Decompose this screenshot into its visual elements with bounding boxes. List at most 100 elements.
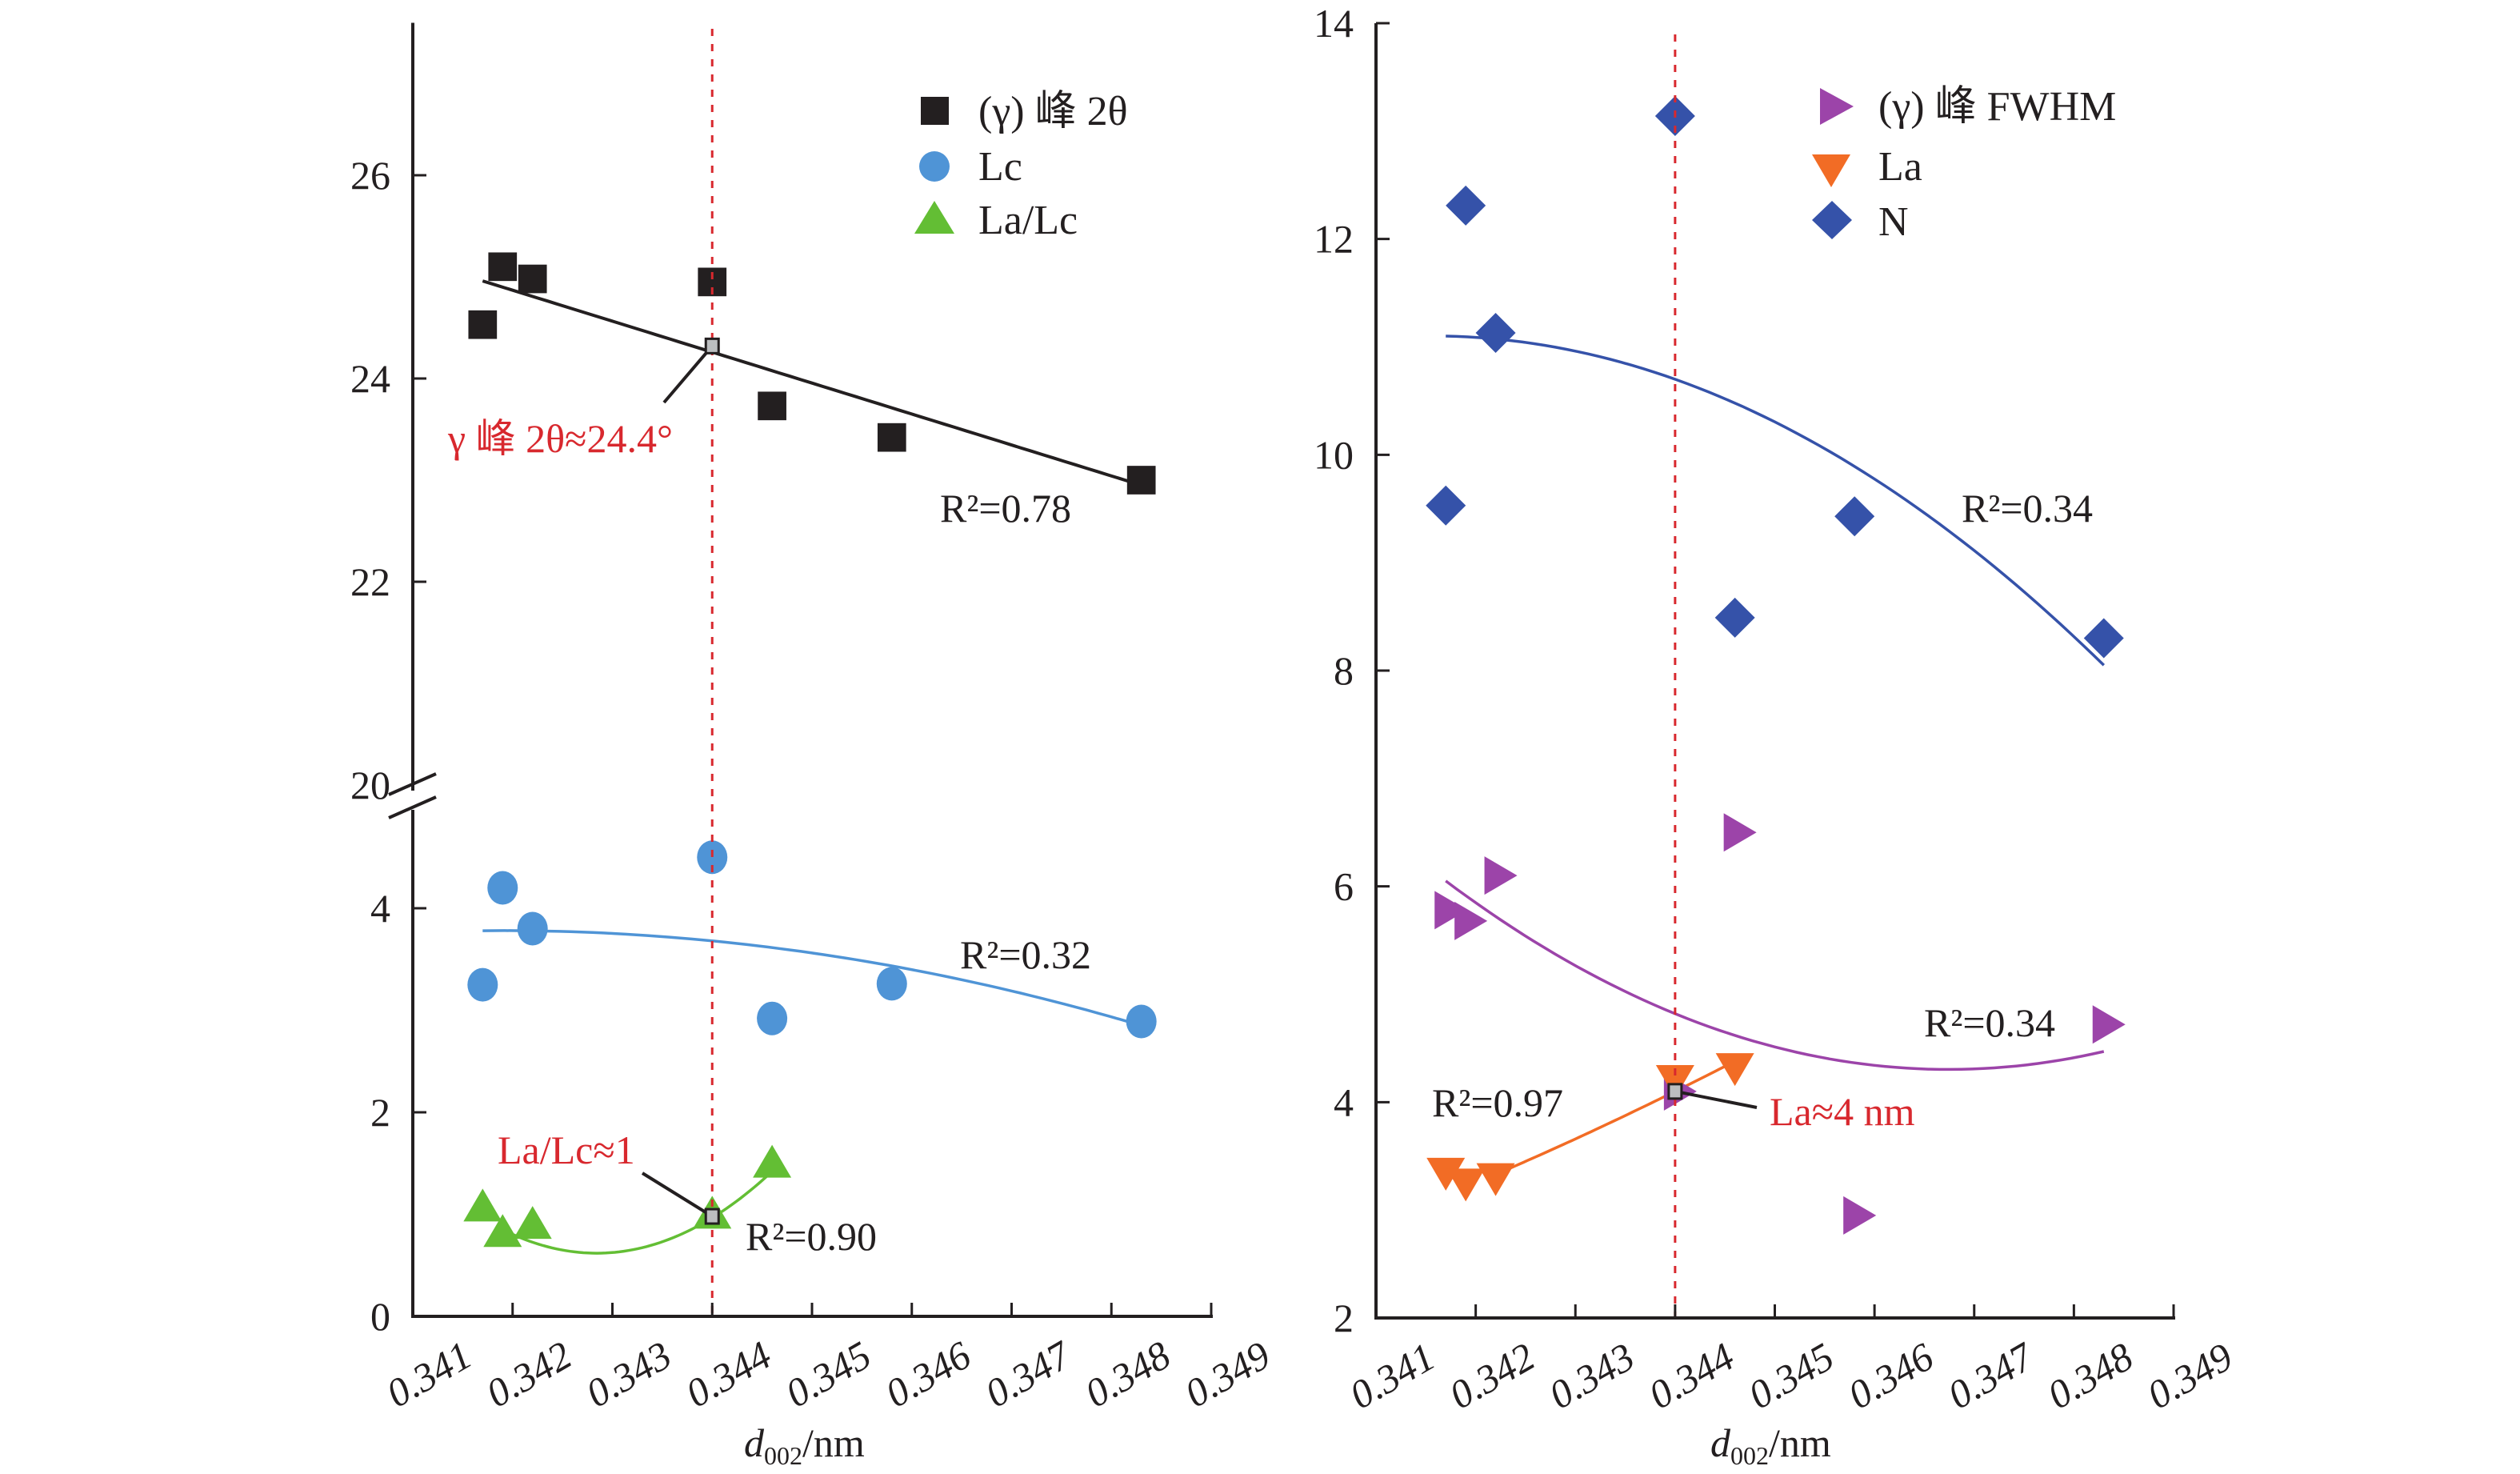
fit-line-0 (1445, 879, 2105, 1071)
left-y-tick-label: 26 (350, 153, 390, 198)
right-chart: 0.341 0.342 0.343 0.344 0.345 0.346 0.347 0.348… (1314, 1, 2240, 1470)
annotation-point-marker (1667, 1083, 1683, 1100)
left-chart: 0.341 0.342 0.343 0.344 0.345 0.346 0.347 0.348… (350, 22, 1278, 1470)
left-x-tick-label: 0.348 (1078, 1332, 1178, 1416)
annotation-la-lc: La/Lc≈1 (498, 1128, 635, 1172)
legend-label-la-lc: La/Lc (978, 198, 1078, 243)
right-x-tick-label: 0.347 (1940, 1333, 2042, 1418)
data-point-triangle-right (1454, 901, 1488, 940)
left-fit-lines (482, 279, 1142, 1255)
right-x-tick-label: 0.343 (1542, 1334, 1642, 1418)
data-point-square (468, 310, 498, 339)
right-x-ticks: 0.341 0.342 0.343 0.344 0.345 0.346 0.347 0.348… (1342, 1304, 2240, 1418)
fit-line-1 (1494, 1059, 1736, 1176)
right-y-tick-label: 12 (1314, 217, 1354, 262)
left-legend: (γ) 峰 2θ Lc La/Lc (914, 89, 1128, 243)
right-x-tick-label: 0.348 (2040, 1334, 2140, 1418)
data-point-circle (467, 967, 498, 1002)
data-point-triangle-down (1476, 1163, 1515, 1196)
data-point-triangle-right (2092, 1005, 2126, 1044)
r2-label-2theta: R²=0.78 (940, 486, 1071, 531)
left-y-tick-label: 4 (370, 886, 390, 931)
left-x-axis-title: d002/nm (744, 1420, 865, 1470)
data-point-triangle-up (753, 1144, 792, 1178)
data-point-circle (697, 840, 728, 875)
right-y-tick-label: 6 (1334, 864, 1354, 909)
fit-line-2 (1446, 334, 2106, 667)
right-y-tick-label: 10 (1314, 432, 1354, 477)
legend-label-2theta: (γ) 峰 2θ (978, 89, 1128, 134)
x-title-symbol: d (744, 1420, 765, 1465)
legend-marker-triangle-up (914, 201, 954, 234)
data-point-triangle-up (483, 1214, 522, 1248)
data-point-triangle-up (463, 1188, 502, 1222)
left-y-tick-label: 2 (370, 1090, 390, 1135)
right-y-ticks: 2 4 6 8 10 12 14 (1314, 1, 1390, 1340)
data-point-triangle-down (1426, 1157, 1466, 1191)
right-legend: (γ) 峰 FWHM La N (1812, 84, 2116, 245)
left-y-tick-label: 24 (350, 356, 390, 401)
data-point-diamond (1426, 485, 1466, 526)
data-point-square (488, 252, 518, 282)
left-x-tick-label: 0.344 (678, 1332, 778, 1416)
data-point-square (758, 391, 786, 421)
data-point-circle (517, 911, 548, 946)
left-axes (388, 22, 1213, 1318)
left-x-tick-label: 0.343 (578, 1332, 678, 1416)
x-title-subscript: 002 (764, 1441, 802, 1470)
right-y-tick-label: 14 (1314, 1, 1354, 46)
data-point-triangle-right (1843, 1196, 1877, 1235)
right-x-axis-title: d002/nm (1710, 1420, 1831, 1470)
legend-label-fwhm: (γ) 峰 FWHM (1878, 84, 2116, 130)
data-point-circle (876, 967, 907, 1001)
right-annotation-leaders (1667, 1083, 1758, 1109)
left-x-tick-label: 0.349 (1178, 1332, 1278, 1416)
r2-label-la-lc: R²=0.90 (746, 1214, 877, 1259)
legend-label-lc: Lc (978, 144, 1022, 190)
data-point-square (877, 423, 906, 452)
data-point-circle (1126, 1004, 1157, 1039)
data-point-circle (757, 1001, 788, 1035)
data-point-diamond (1714, 597, 1755, 638)
data-point-square (1126, 466, 1156, 495)
left-x-tick-label: 0.346 (878, 1332, 978, 1416)
data-point-diamond (2083, 618, 2124, 659)
left-x-tick-label: 0.342 (478, 1332, 578, 1416)
fit-line-2 (502, 1170, 774, 1255)
legend-marker-triangle-right (1820, 88, 1854, 125)
left-x-tick-label: 0.345 (778, 1332, 878, 1416)
data-point-triangle-right (1484, 856, 1518, 895)
x-title-unit: /nm (1769, 1420, 1831, 1465)
data-point-triangle-up (513, 1206, 552, 1240)
r2-label-fwhm: R²=0.34 (1924, 1000, 2055, 1045)
legend-label-la: La (1878, 144, 1922, 190)
right-markers (1426, 95, 2126, 1235)
axis-break-mark (388, 795, 437, 819)
left-annotation-leaders (641, 337, 720, 1225)
left-markers (463, 252, 1157, 1248)
r2-label-lc: R²=0.32 (960, 932, 1091, 977)
data-point-triangle-down (1655, 1064, 1694, 1098)
data-point-circle (487, 871, 518, 905)
right-y-tick-label: 4 (1334, 1079, 1354, 1124)
right-x-tick-label: 0.346 (1841, 1334, 1941, 1418)
legend-marker-circle (919, 151, 950, 182)
annotation-2theta: γ 峰 2θ≈24.4° (447, 416, 673, 461)
data-point-diamond (1475, 312, 1516, 353)
left-y-tick-label: 20 (350, 763, 390, 807)
data-point-diamond (1446, 185, 1486, 226)
annotation-leader (641, 1172, 714, 1218)
data-point-triangle-right (1723, 813, 1757, 852)
left-x-tick-label: 0.341 (379, 1332, 479, 1416)
left-y-tick-label: 22 (350, 559, 390, 604)
x-title-symbol: d (1710, 1420, 1731, 1465)
annotation-point-marker (704, 1208, 720, 1225)
data-point-square (518, 264, 547, 294)
right-fit-lines (1445, 334, 2106, 1176)
fit-line-1 (482, 929, 1142, 1027)
legend-marker-square (921, 97, 949, 125)
data-point-triangle-right (1434, 891, 1468, 930)
right-y-tick-label: 2 (1334, 1296, 1354, 1340)
annotation-leader (1674, 1089, 1758, 1109)
